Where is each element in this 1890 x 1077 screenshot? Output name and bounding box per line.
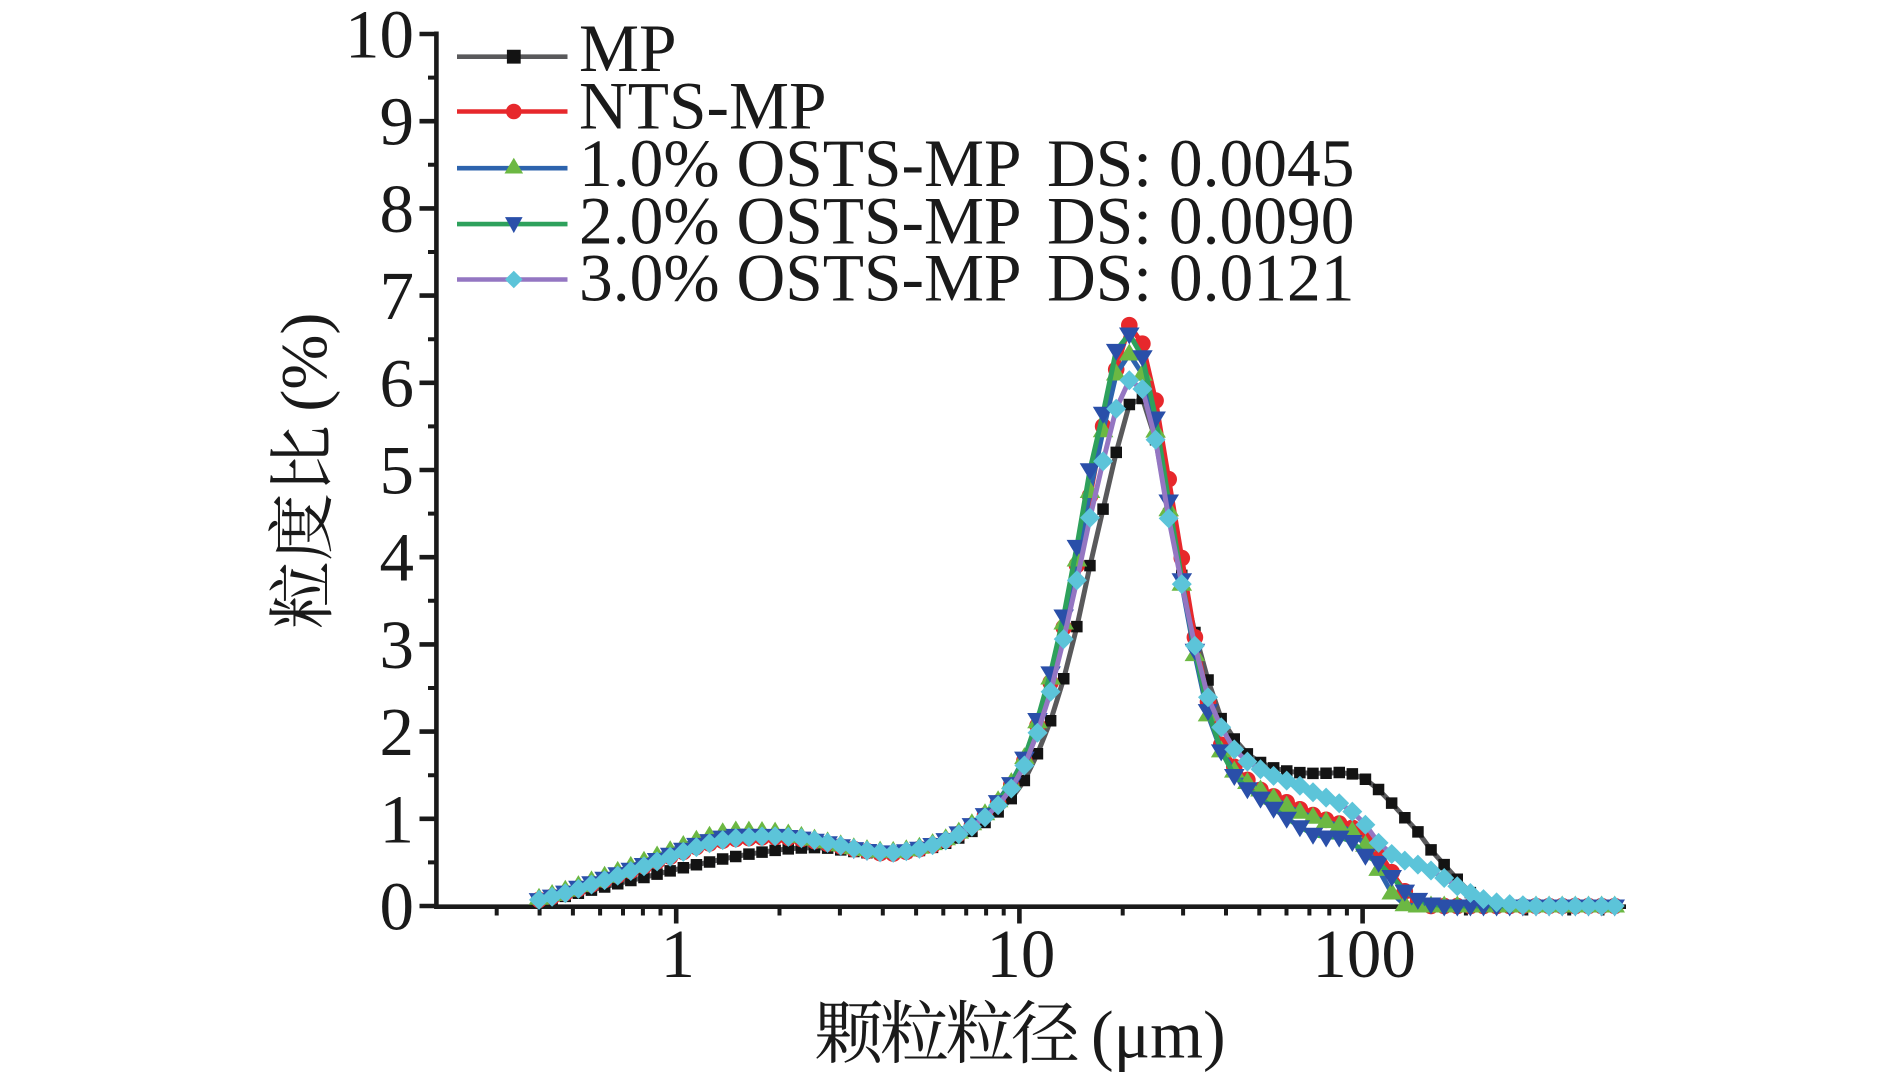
svg-text:2.0% OSTS-MP DS: 0.0090: 2.0% OSTS-MP DS: 0.0090 [579,183,1355,258]
svg-text:5: 5 [380,433,415,509]
svg-text:MP: MP [579,11,677,86]
svg-text:1: 1 [380,781,415,857]
svg-text:9: 9 [380,84,415,160]
svg-text:1: 1 [660,916,695,992]
svg-text:6: 6 [380,345,415,421]
svg-text:3.0% OSTS-MP DS: 0.0121: 3.0% OSTS-MP DS: 0.0121 [579,241,1355,316]
svg-text:2: 2 [380,694,415,770]
svg-text:4: 4 [380,520,415,596]
svg-text:0: 0 [380,869,415,945]
svg-text:10: 10 [986,916,1055,992]
svg-text:10: 10 [345,0,414,73]
svg-text:3: 3 [380,607,415,683]
svg-text:(μm): (μm) [1091,997,1226,1073]
svg-text:(%): (%) [268,313,341,412]
svg-text:100: 100 [1312,916,1416,992]
svg-text:1.0% OSTS-MP DS: 0.0045: 1.0% OSTS-MP DS: 0.0045 [579,126,1355,201]
svg-text:7: 7 [380,258,415,334]
svg-text:8: 8 [380,171,415,247]
svg-text:NTS-MP: NTS-MP [579,69,827,144]
